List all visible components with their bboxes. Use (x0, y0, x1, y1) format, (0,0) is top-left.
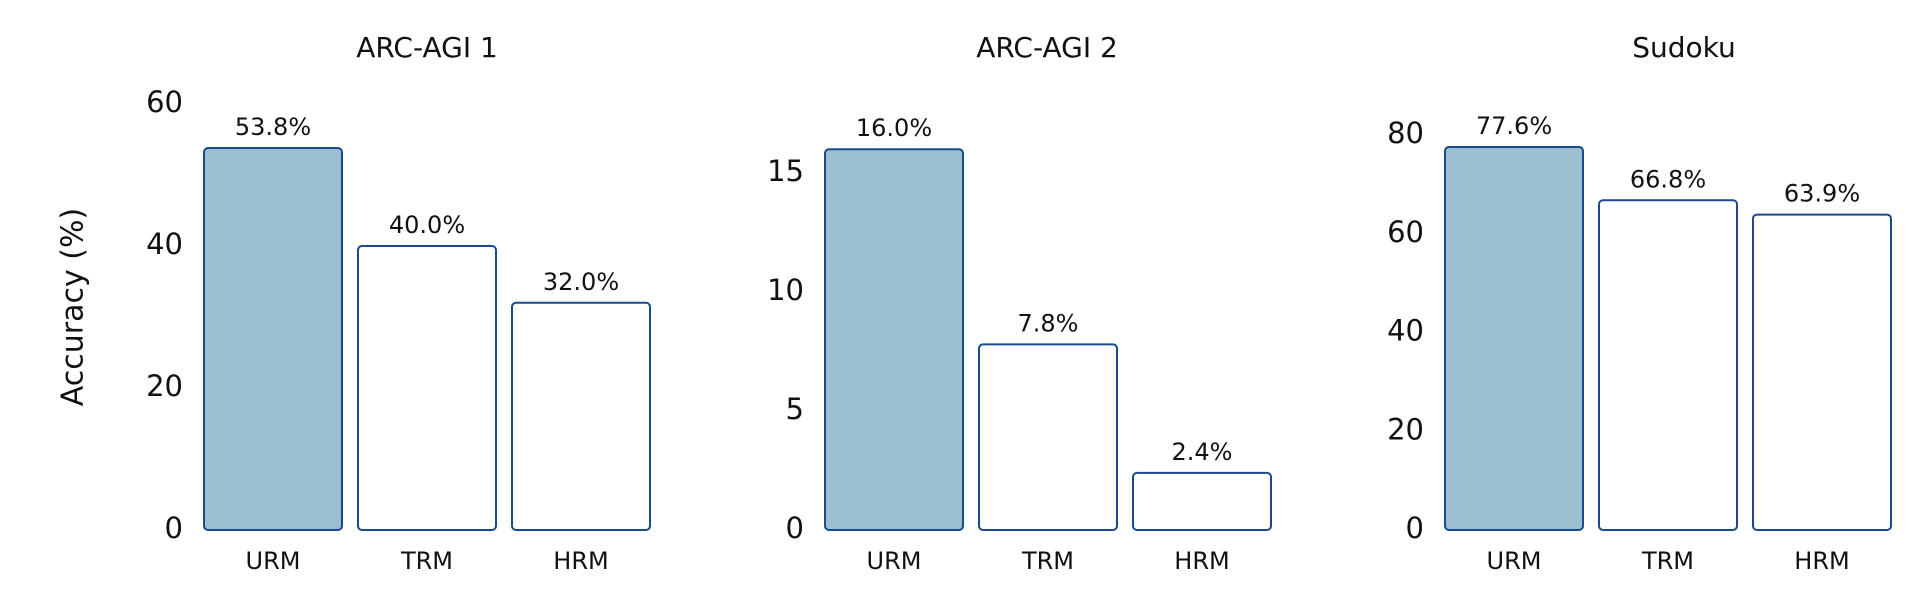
y-tick-label: 80 (1387, 116, 1424, 150)
value-label: 53.8% (235, 113, 311, 141)
x-tick-label: HRM (1794, 547, 1849, 575)
value-label: 40.0% (389, 211, 465, 239)
y-tick-label: 40 (146, 227, 183, 261)
x-tick-label: URM (1487, 547, 1542, 575)
x-tick-label: URM (246, 547, 301, 575)
x-tick-label: HRM (553, 547, 608, 575)
y-tick-label: 60 (1387, 215, 1424, 249)
bar (203, 147, 343, 532)
bar (511, 301, 651, 531)
value-label: 63.9% (1784, 180, 1860, 208)
value-label: 7.8% (1018, 309, 1079, 337)
y-tick-label: 5 (786, 392, 804, 426)
x-tick-label: TRM (1641, 547, 1694, 575)
y-tick-label: 0 (1406, 511, 1424, 545)
value-label: 16.0% (856, 114, 932, 142)
y-tick-label: 60 (146, 85, 183, 119)
x-tick-label: HRM (1174, 547, 1229, 575)
chart-title: Sudoku (1632, 31, 1736, 64)
y-tick-label: 40 (1387, 314, 1424, 348)
chart-title: ARC-AGI 2 (976, 31, 1118, 64)
value-label: 77.6% (1476, 112, 1552, 140)
y-tick-label: 20 (1387, 412, 1424, 446)
bar (1132, 471, 1272, 532)
bar (1598, 199, 1738, 532)
y-tick-label: 0 (786, 511, 804, 545)
y-tick-label: 15 (767, 154, 804, 188)
x-tick-label: TRM (400, 547, 453, 575)
x-tick-label: TRM (1021, 547, 1074, 575)
value-label: 2.4% (1172, 438, 1233, 466)
value-label: 66.8% (1630, 165, 1706, 193)
y-tick-label: 0 (165, 511, 183, 545)
bar (1444, 145, 1584, 532)
x-tick-label: URM (867, 547, 922, 575)
bar (1752, 213, 1892, 531)
y-tick-label: 10 (767, 273, 804, 307)
y-tick-label: 20 (146, 369, 183, 403)
bar (824, 148, 964, 532)
chart-title: ARC-AGI 1 (356, 31, 498, 64)
bar (978, 343, 1118, 531)
value-label: 32.0% (543, 268, 619, 296)
y-axis-label: Accuracy (%) (56, 208, 91, 406)
bar (357, 245, 497, 531)
